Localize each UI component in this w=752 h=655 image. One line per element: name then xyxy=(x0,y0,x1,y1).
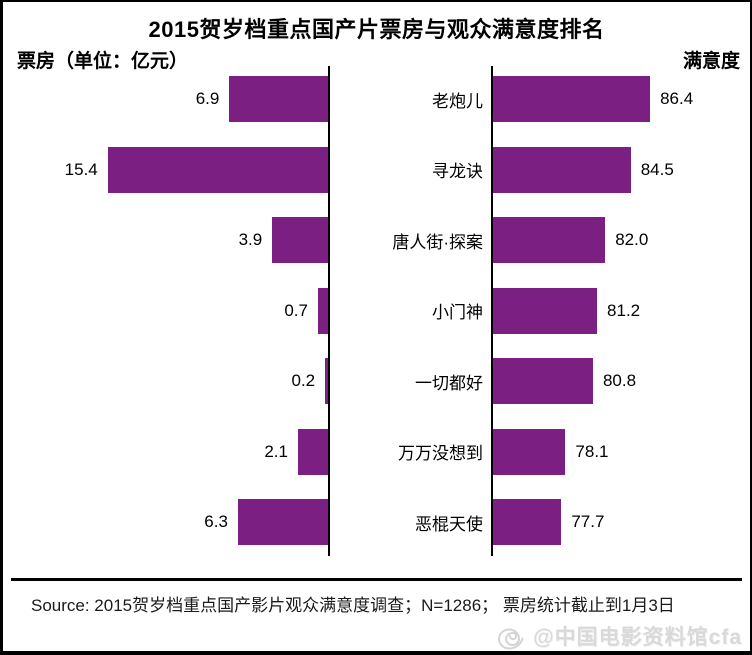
right-axis-title: 满意度 xyxy=(682,51,740,72)
satisfaction-value: 80.8 xyxy=(602,371,637,391)
box-office-bar xyxy=(237,499,328,546)
box-office-value: 6.9 xyxy=(195,89,220,109)
right-axis-line xyxy=(491,66,493,556)
film-name: 老炮儿 xyxy=(432,91,483,111)
left-axis-title: 票房（单位：亿元） xyxy=(17,51,189,72)
box-office-bar xyxy=(325,358,328,405)
box-office-bar xyxy=(297,428,328,475)
film-name: 一切都好 xyxy=(415,373,483,393)
satisfaction-bar xyxy=(493,287,598,334)
film-name: 万万没想到 xyxy=(398,444,483,464)
footer-divider xyxy=(11,578,742,581)
axis-headers: 票房（单位：亿元） 满意度 xyxy=(17,46,740,73)
box-office-value: 0.2 xyxy=(291,371,316,391)
box-office-bar xyxy=(229,76,328,123)
source-note: Source: 2015贺岁档重点国产影片观众满意度调查；N=1286； 票房统… xyxy=(31,596,675,615)
satisfaction-value: 81.2 xyxy=(607,300,641,320)
satisfaction-value: 77.7 xyxy=(571,512,605,532)
satisfaction-value: 82.0 xyxy=(615,230,649,250)
chart-title: 2015贺岁档重点国产片票房与观众满意度排名 xyxy=(148,17,605,42)
satisfaction-bar xyxy=(493,499,562,546)
satisfaction-bar xyxy=(493,76,651,123)
watermark-text: @中国电影资料馆cfa xyxy=(533,626,742,649)
box-office-value: 3.9 xyxy=(238,230,263,250)
film-name: 小门神 xyxy=(432,303,483,323)
satisfaction-value: 84.5 xyxy=(640,159,674,179)
satisfaction-bar xyxy=(493,428,566,475)
box-office-value: 0.7 xyxy=(284,300,308,320)
left-axis-line xyxy=(328,66,330,556)
satisfaction-value: 78.1 xyxy=(575,441,609,461)
box-office-bar xyxy=(272,217,328,264)
watermark: @中国电影资料馆cfa xyxy=(492,620,742,652)
box-office-value: 2.1 xyxy=(264,441,288,461)
film-name: 恶棍天使 xyxy=(415,514,483,534)
watermark-spiral-icon xyxy=(498,628,524,650)
box-office-bar xyxy=(107,146,328,193)
satisfaction-bar xyxy=(493,217,606,264)
satisfaction-bar xyxy=(493,146,631,193)
box-office-bar xyxy=(317,287,328,334)
satisfaction-value: 86.4 xyxy=(660,89,694,109)
satisfaction-bar xyxy=(493,358,593,405)
film-name: 寻龙诀 xyxy=(432,162,483,182)
mirrored-bar-chart: 6.9 老炮儿 86.4 15.4 寻龙诀 84.5 3.9 唐人街·探案 82.0 0.7 小门神… xyxy=(3,64,750,558)
box-office-value: 6.3 xyxy=(204,512,228,532)
box-office-value: 15.4 xyxy=(64,159,98,179)
film-name: 唐人街·探案 xyxy=(392,232,483,252)
